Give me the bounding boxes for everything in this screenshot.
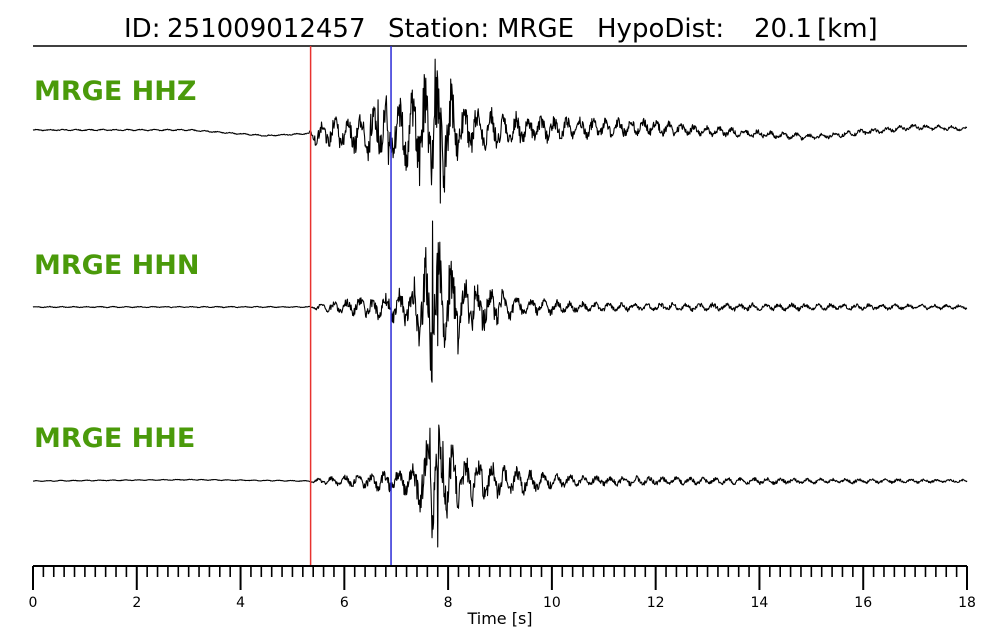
- trace-label: MRGE HHE: [34, 423, 195, 454]
- title-station-label: Station:: [388, 14, 489, 44]
- x-tick-label: 12: [647, 595, 665, 611]
- title-hypodist-value: 20.1: [754, 14, 812, 44]
- x-tick-label: 8: [444, 595, 453, 611]
- trace-mrge-hhn: MRGE HHN: [32, 220, 968, 383]
- x-tick-label: 4: [236, 595, 245, 611]
- x-tick-label: 2: [132, 595, 141, 611]
- x-tick-label: 6: [340, 595, 349, 611]
- title-hypodist-unit: [km]: [817, 14, 878, 44]
- trace-label: MRGE HHN: [34, 250, 199, 281]
- title-id-label: ID:: [124, 14, 160, 44]
- phase-picks: [309, 46, 392, 566]
- time-axis: 0 2 4 6 8 10 12 14 16 18: [29, 565, 976, 611]
- title-id-value: 251009012457: [167, 14, 366, 44]
- title-station-value: MRGE: [497, 14, 574, 44]
- x-tick-label: 10: [543, 595, 561, 611]
- x-tick-label: 14: [751, 595, 769, 611]
- trace-mrge-hhe: MRGE HHE: [32, 423, 968, 548]
- waveform-line: [32, 424, 968, 548]
- waveform-traces: MRGE HHZ MRGE HHN MRGE HHE: [32, 58, 968, 548]
- x-tick-label: 16: [854, 595, 872, 611]
- figure-title: ID: 251009012457 Station: MRGE HypoDist:…: [124, 14, 878, 44]
- x-axis-label: Time [s]: [466, 609, 532, 628]
- x-tick-label: 18: [958, 595, 976, 611]
- title-hypodist-label: HypoDist:: [597, 14, 724, 44]
- waveform-line: [32, 220, 968, 383]
- waveform-line: [32, 58, 968, 204]
- trace-mrge-hhz: MRGE HHZ: [32, 58, 968, 204]
- x-tick-label: 0: [29, 595, 38, 611]
- trace-label: MRGE HHZ: [34, 76, 196, 107]
